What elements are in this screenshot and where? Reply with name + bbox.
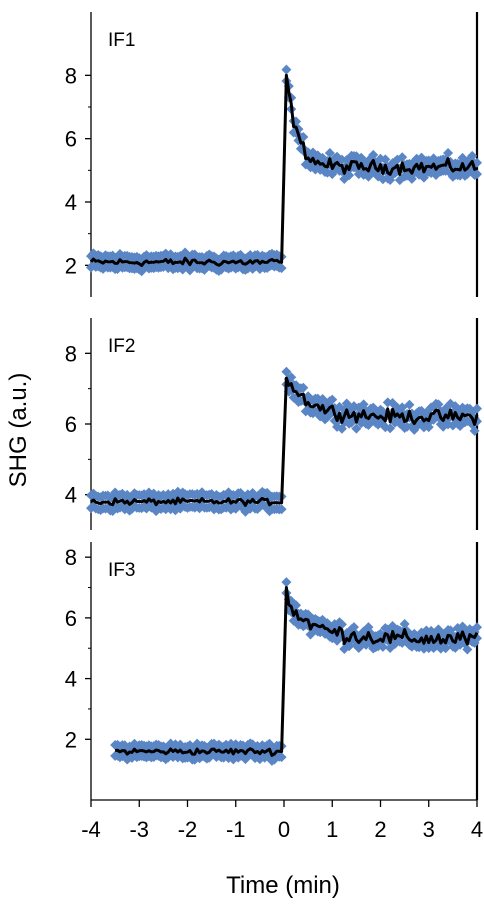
data-point (440, 643, 451, 654)
data-point (385, 423, 396, 434)
data-point (472, 622, 482, 633)
x-tick-label: -1 (226, 817, 246, 842)
y-tick-label: 2 (65, 253, 77, 278)
x-tick-label: -4 (81, 817, 101, 842)
data-point (472, 403, 482, 414)
data-point (467, 150, 478, 161)
x-tick-label: 2 (374, 817, 386, 842)
data-point (247, 739, 258, 750)
y-tick-label: 6 (65, 127, 77, 152)
y-tick-label: 8 (65, 545, 77, 570)
panel-if3: 2 4 6 8 IF3 (65, 542, 482, 800)
x-tick-label: 4 (471, 817, 483, 842)
data-point (404, 399, 415, 410)
data-point (397, 152, 408, 163)
data-point (368, 149, 379, 160)
y-axis-title: SHG (a.u.) (5, 373, 32, 488)
panel-label: IF3 (108, 560, 135, 581)
series-line (114, 586, 479, 757)
data-point (377, 641, 388, 652)
data-point (317, 394, 328, 405)
y-tick-label: 8 (65, 341, 77, 366)
data-point (247, 750, 258, 761)
series-line (90, 376, 479, 507)
data-point (281, 64, 292, 75)
x-axis-title: Time (min) (226, 872, 340, 899)
data-point (443, 147, 454, 158)
data-point (344, 170, 355, 181)
data-point (327, 394, 338, 405)
x-tick-label: -2 (178, 817, 198, 842)
data-point (276, 752, 287, 763)
panel-if1: 2 4 6 8 IF1 (65, 12, 482, 297)
y-tick-label: 6 (65, 412, 77, 437)
data-point (247, 488, 258, 499)
panel-label: IF1 (108, 30, 135, 51)
data-point (281, 577, 292, 588)
data-markers (86, 366, 482, 517)
y-tick-label: 4 (65, 190, 77, 215)
panels: 2 4 6 8 IF1 4 6 8 IF2 2 4 6 8 IF3 (65, 12, 482, 800)
data-point (324, 148, 335, 159)
data-point (380, 154, 391, 165)
x-tick-label: 1 (326, 817, 338, 842)
y-tick-label: 6 (65, 606, 77, 631)
x-tick-label: -3 (129, 817, 149, 842)
panel-if2: 4 6 8 IF2 (65, 318, 482, 530)
data-point (472, 169, 482, 180)
data-point (276, 504, 287, 515)
data-point (469, 425, 480, 436)
data-point (276, 263, 287, 274)
x-tick-label: 3 (423, 817, 435, 842)
y-tick-label: 4 (65, 483, 77, 508)
series-line (89, 73, 478, 267)
x-tick-label: 0 (278, 817, 290, 842)
y-tick-label: 2 (65, 727, 77, 752)
data-point (165, 249, 176, 260)
y-tick-label: 8 (65, 63, 77, 88)
panel-label: IF2 (108, 336, 135, 357)
x-axis: -4 -3 -2 -1 0 1 2 3 4 (81, 799, 483, 842)
data-point (291, 600, 302, 611)
data-point (462, 644, 473, 655)
data-point (351, 423, 362, 434)
data-markers (110, 577, 482, 766)
y-tick-label: 4 (65, 667, 77, 692)
data-point (298, 382, 309, 393)
data-point (286, 372, 297, 383)
